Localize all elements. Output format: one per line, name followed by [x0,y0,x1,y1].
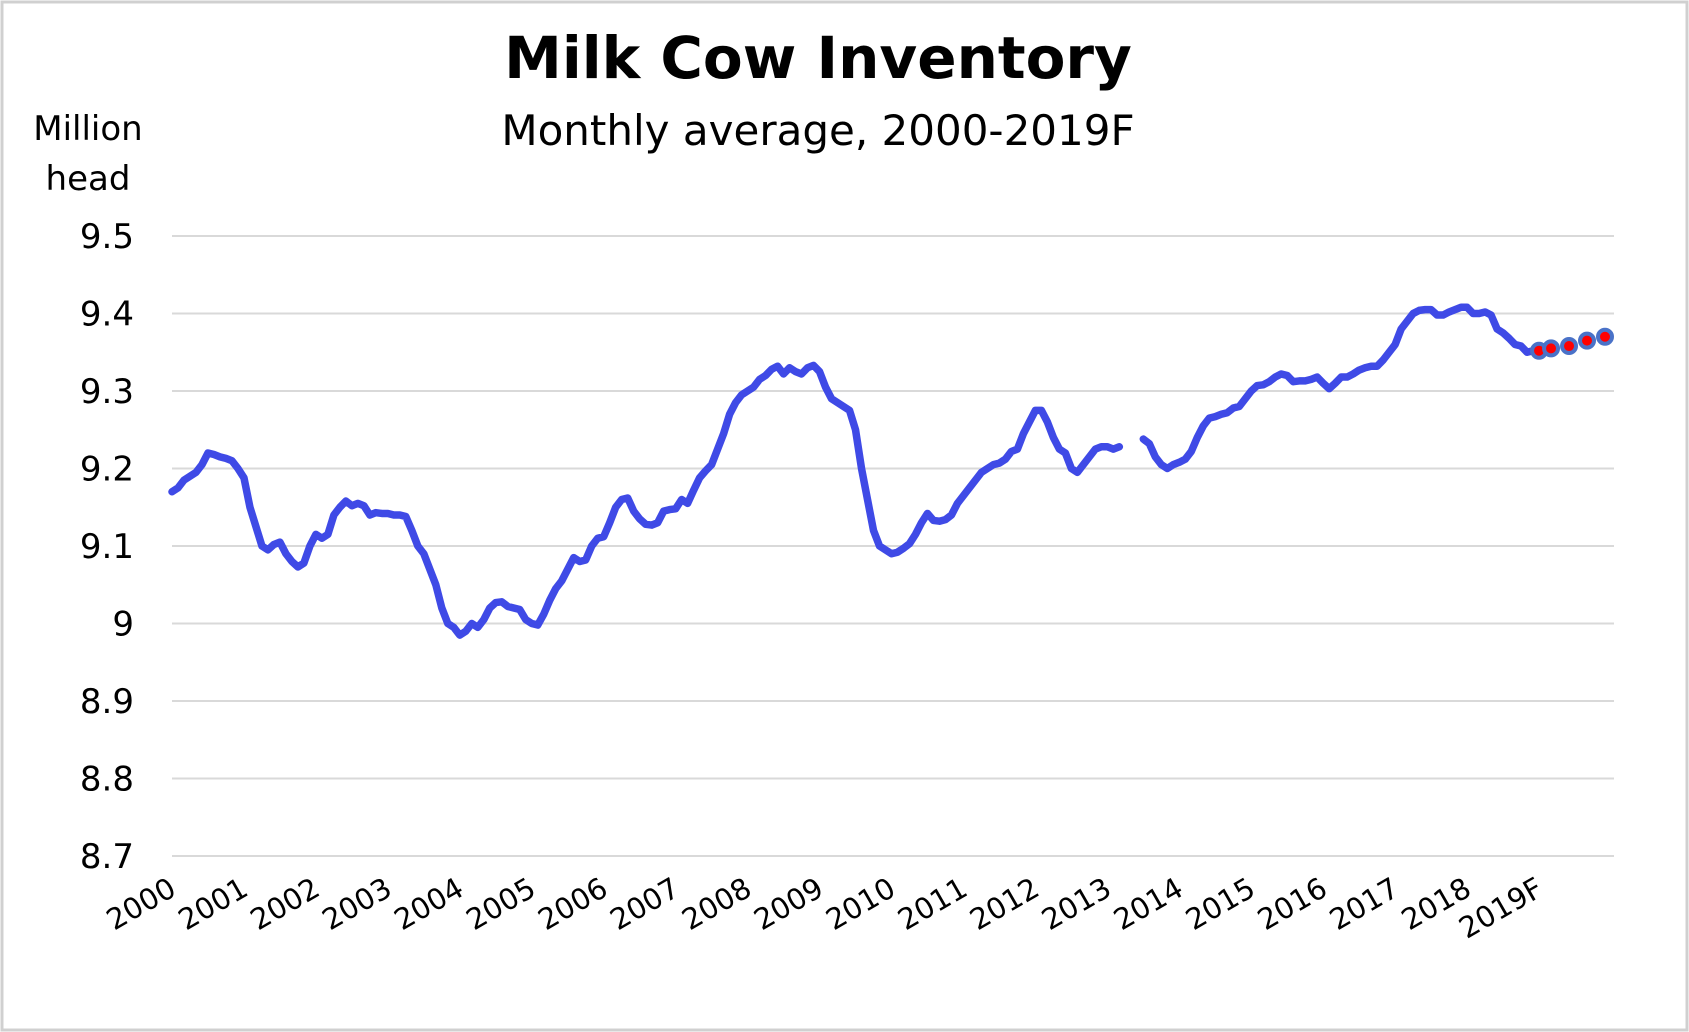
forecast-marker [1596,327,1614,346]
data-line [1139,303,1537,473]
y-tick-label: 9.3 [80,372,134,412]
y-tick-label: 8.9 [80,682,134,722]
y-tick-label: 9.1 [80,527,134,567]
y-tick-label: 8.8 [80,760,134,800]
y-tick-label: 9.5 [80,217,134,257]
y-axis-label: Million [33,109,142,149]
chart-subtitle: Monthly average, 2000-2019F [501,106,1134,155]
y-axis-label: head [46,159,131,199]
forecast-marker [1578,331,1597,350]
y-tick-label: 9.2 [80,450,134,490]
y-tick-label: 9 [112,605,134,645]
forecast-marker [1542,339,1561,358]
y-tick-label: 8.7 [80,837,134,877]
chart-title: Milk Cow Inventory [504,24,1132,92]
y-tick-label: 9.4 [80,295,134,335]
data-line [168,361,1124,639]
forecast-marker [1560,337,1579,356]
